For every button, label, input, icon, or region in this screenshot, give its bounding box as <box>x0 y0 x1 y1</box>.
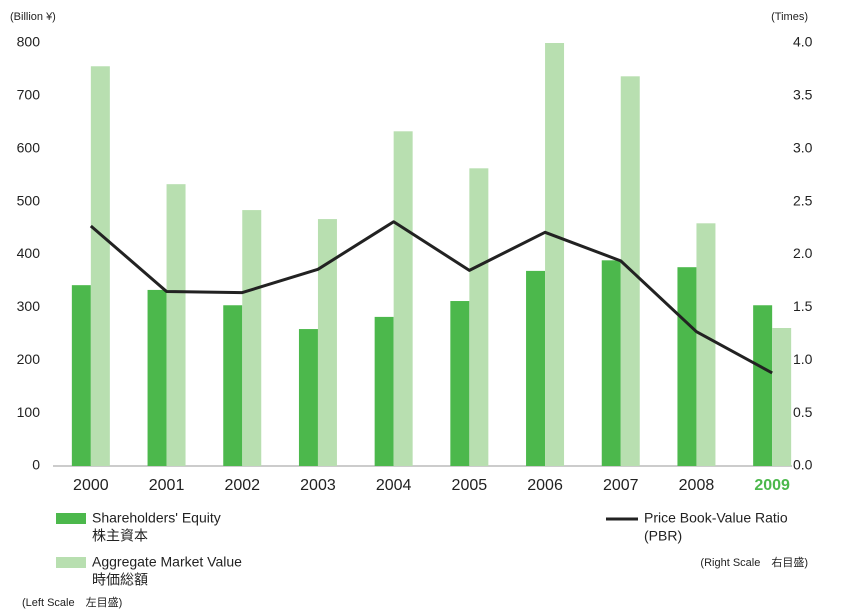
legend-swatch <box>56 557 86 568</box>
bar <box>90 66 110 466</box>
y-tick-label: 800 <box>17 34 41 50</box>
legend-label: Shareholders' Equity <box>92 510 221 526</box>
bar <box>374 316 394 466</box>
x-tick-label: 2002 <box>224 477 260 494</box>
line <box>89 220 773 375</box>
y-tick-label: 200 <box>17 351 41 367</box>
x-tick-label: 2000 <box>73 477 109 494</box>
y-tick-label: 100 <box>17 404 41 420</box>
y2-tick-label: 0.5 <box>793 404 813 420</box>
bar <box>772 327 792 466</box>
legend-label: Price Book-Value Ratio <box>644 510 788 526</box>
x-tick-label: 2008 <box>679 477 715 494</box>
x-tick-label: 2003 <box>300 477 336 494</box>
legend-label: (PBR) <box>644 528 682 544</box>
bar <box>450 301 470 466</box>
y2-tick-label: 1.0 <box>793 351 813 367</box>
x-tick-label: 2004 <box>376 477 412 494</box>
y2-tick-label: 4.0 <box>793 34 813 50</box>
y-tick-label: 400 <box>17 245 41 261</box>
x-tick-label: 2009 <box>754 477 790 494</box>
bar <box>166 184 186 466</box>
x-tick-label: 2007 <box>603 477 639 494</box>
bar <box>147 289 167 466</box>
x-tick-label: 2005 <box>452 477 488 494</box>
x-tick-label: 2006 <box>527 477 563 494</box>
bar <box>526 270 546 466</box>
bar <box>601 260 621 466</box>
bar <box>71 285 91 466</box>
bar <box>298 329 318 466</box>
bar <box>753 305 773 466</box>
y2-tick-label: 0.0 <box>793 457 813 473</box>
legend-label: 株主資本 <box>92 528 148 544</box>
bar <box>242 210 262 466</box>
bar <box>223 305 243 466</box>
x-tick-label: 2001 <box>149 477 185 494</box>
y2-tick-label: 1.5 <box>793 298 813 314</box>
y2-tick-label: 2.0 <box>793 245 813 261</box>
bar <box>393 131 413 466</box>
legend-label: 時価総額 <box>92 572 148 588</box>
bar <box>696 223 716 466</box>
bar <box>469 168 489 466</box>
right-note: (Right Scale 右目盛) <box>700 555 808 569</box>
y2-tick-label: 3.0 <box>793 139 813 155</box>
y2-tick-label: 2.5 <box>793 192 813 208</box>
bar <box>545 43 565 466</box>
legend-label: Aggregate Market Value <box>92 554 242 570</box>
bar <box>677 267 697 466</box>
y-tick-label: 600 <box>17 139 41 155</box>
left-note: (Left Scale 左目盛) <box>22 595 122 609</box>
y-tick-label: 0 <box>32 457 40 473</box>
bar <box>317 219 337 466</box>
y-unit: (Billion ¥) <box>10 11 56 23</box>
y-tick-label: 500 <box>17 192 41 208</box>
y2-tick-label: 3.5 <box>793 87 813 103</box>
legend-swatch <box>56 513 86 524</box>
y-tick-label: 700 <box>17 87 41 103</box>
y-tick-label: 300 <box>17 298 41 314</box>
y2-unit: (Times) <box>771 11 808 23</box>
